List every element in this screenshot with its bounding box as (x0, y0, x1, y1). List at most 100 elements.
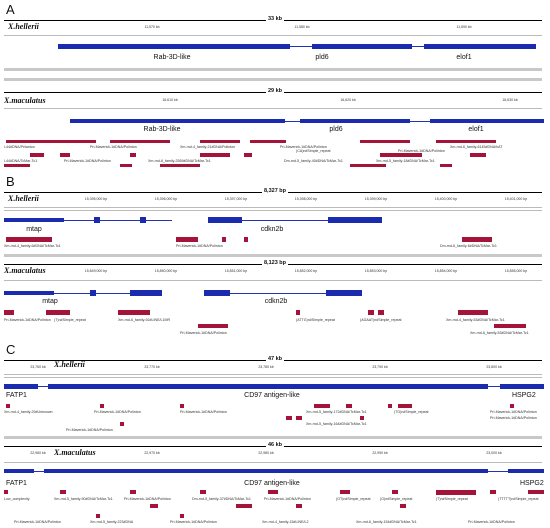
gene-block-cdkn2b (208, 217, 242, 223)
repeat-element (244, 237, 248, 242)
species-label: X.hellerii (8, 194, 39, 203)
tick-label: 15,853,000 bp (364, 269, 388, 273)
repeat-element (250, 140, 286, 143)
tick-label: 15,396,000 bp (154, 197, 178, 201)
repeat-label: (AGAAT)n#Simple_repeat (360, 318, 402, 322)
tick-label: 15,852,000 bp (294, 269, 318, 273)
divider (4, 280, 542, 281)
track-separator (4, 78, 542, 81)
gene-block-pld6 (300, 119, 410, 123)
repeat-element (268, 490, 278, 494)
repeat-label: Xm-rnd-6_family-154#DNA/TcMar-Tc1 (356, 520, 417, 524)
repeat-label: Xm-rnd-4_family-29#Unknown (4, 410, 53, 414)
repeat-element (296, 504, 302, 508)
repeat-element (360, 140, 410, 143)
tick-label: 15,854,000 bp (434, 269, 458, 273)
repeat-element (398, 404, 412, 408)
tick-label: 15,849,000 bp (84, 269, 108, 273)
scale-label: 8,327 bp (261, 188, 289, 194)
repeat-label: Pri-Maverick-1#DNA/Polinton (398, 149, 445, 153)
gene-block-rab3d (70, 119, 285, 123)
gene-block-mtap (90, 290, 96, 296)
repeat-element (6, 140, 96, 143)
repeat-label: l-44#DNA/TcMar-Tc1 (4, 159, 38, 163)
repeat-label: (ATTG)n#Simple_repeat (296, 318, 335, 322)
tick-label: 22,980 kb (258, 451, 274, 455)
gene-label-rab3d: Rab-3D-like (143, 126, 181, 133)
repeat-element (528, 490, 544, 494)
gene-block-mtap (130, 290, 162, 296)
repeat-label: Pri-Maverick-1#DNA/Polinton (170, 520, 217, 524)
gene-label-cd97: CD97 antigen-like (244, 480, 300, 487)
gene-track (4, 293, 162, 294)
tick-label: 23,800 kb (486, 365, 502, 369)
gene-block-rab3d (58, 44, 290, 49)
repeat-label: l-44#DNA/Pelanton (4, 145, 35, 149)
gene-block-elof1 (424, 44, 536, 49)
repeat-label: Pri-Maverick-1#DNA/Polinton (180, 410, 227, 414)
repeat-element (6, 404, 10, 408)
repeat-element (4, 490, 8, 494)
tick-label: 15,399,000 bp (364, 197, 388, 201)
gene-block-cdkn2b (204, 290, 230, 296)
gene-block-fatp1 (4, 469, 34, 473)
repeat-element (436, 140, 496, 143)
divider (4, 377, 542, 378)
tick-label: 15,398,000 bp (294, 197, 318, 201)
gene-label-cd97: CD97 antigen-like (244, 392, 300, 399)
repeat-label: Xm-rnd-5_family-172#DNA/TcMar-Tc1 (306, 410, 367, 414)
tick-label: 15,850,000 bp (154, 269, 178, 273)
gene-label-pld6: pld6 (329, 126, 343, 133)
gene-track (4, 220, 172, 221)
repeat-element (388, 404, 392, 408)
gene-block-mtap (4, 218, 64, 222)
track-separator (4, 254, 542, 257)
repeat-element (120, 164, 132, 167)
repeat-element (110, 140, 170, 143)
repeat-label: Xm-rnd-4_family-6#DNA/TcMar-Tc1 (4, 244, 61, 248)
tick-label: 16,620 kb (340, 98, 356, 102)
panel-letter: C (6, 342, 16, 357)
species-label: X.hellerii (8, 22, 39, 31)
gene-label-pld6: pld6 (315, 54, 329, 61)
gene-block-cd97 (48, 384, 488, 389)
gene-track (208, 220, 382, 221)
repeat-element (296, 310, 300, 315)
repeat-element (346, 404, 352, 408)
gene-block-elof1 (430, 119, 544, 123)
repeat-label: Pri-Maverick-1#DNA/Polinton (14, 520, 61, 524)
repeat-element (350, 164, 386, 167)
repeat-element (150, 504, 158, 508)
scale-label: 33 kb (265, 16, 285, 22)
gene-block-mtap (4, 291, 54, 295)
tick-label: 22,960 kb (30, 451, 46, 455)
species-label: X.maculatus (4, 96, 46, 105)
gene-block-cdkn2b (328, 217, 382, 223)
track-separator (4, 436, 542, 439)
repeat-element (340, 490, 350, 494)
repeat-element (314, 404, 330, 408)
repeat-label: Pri-Maverick-1#DNA/Polinton (264, 497, 311, 501)
repeat-label: Pri-Maverick-1#DNA/Polinton (66, 428, 113, 432)
panel-c: C 47 kb X.hellerii 23,760 kb 23,770 kb 2… (0, 340, 550, 528)
repeat-element (46, 310, 70, 315)
repeat-element (494, 324, 526, 328)
repeat-element (236, 504, 252, 508)
gene-label-hspg2: HSPG2 (520, 480, 544, 487)
divider (4, 108, 542, 109)
gene-block-fatp1 (4, 384, 38, 389)
repeat-element (120, 422, 124, 426)
scale-label: 29 kb (265, 88, 285, 94)
gene-block-mtap (94, 217, 100, 223)
repeat-label: Pri-Maverick-1#DNA/Polinton (176, 244, 223, 248)
repeat-label: Pri-Maverick-1#DNA/Polinton (468, 520, 515, 524)
repeat-element (458, 310, 488, 315)
panel-a: A 33 kb X.hellerii 11,570 kb 11,580 kb 1… (0, 0, 550, 172)
repeat-element (96, 514, 100, 518)
repeat-label: Pri-Maverick-1#DNA/Polinton (124, 497, 171, 501)
divider (4, 374, 542, 375)
repeat-label: Pri-Maverick-1#DNA/Polinton (4, 318, 51, 322)
repeat-label: Pri-Maverick-1#DNA/Polinton (280, 145, 327, 149)
repeat-label: Xm-rnd-4_family-53#DNA/TcMar-Tc1 (446, 318, 505, 322)
species-label: X.maculatus (4, 266, 46, 275)
